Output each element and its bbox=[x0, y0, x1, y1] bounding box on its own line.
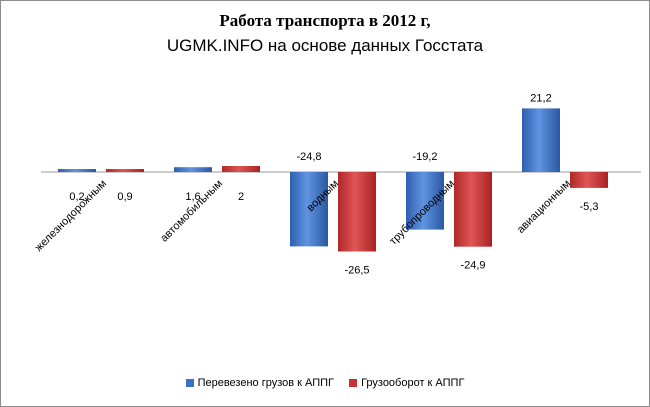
bar-series2-автомобильным bbox=[222, 166, 260, 172]
data-label-series2-трубопроводным: -24,9 bbox=[460, 260, 485, 272]
legend-swatch-series-2 bbox=[349, 379, 358, 387]
data-label-series1-авиационным: 21,2 bbox=[530, 92, 551, 104]
data-label-series1-водным: -24,8 bbox=[296, 151, 321, 163]
chart-title: Работа транспорта в 2012 г, bbox=[219, 11, 431, 30]
bars-layer bbox=[58, 108, 608, 252]
category-label-железнодорожным: железнодорожным bbox=[33, 178, 109, 254]
bar-series2-водным bbox=[338, 172, 376, 252]
chart-subtitle: UGMK.INFO на основе данных Госстата bbox=[166, 36, 484, 55]
legend-label-series-2: Грузооборот к АППГ bbox=[361, 377, 465, 389]
data-label-series2-железнодорожным: 0,9 bbox=[117, 191, 132, 203]
data-label-series1-автомобильным: 1,6 bbox=[185, 191, 200, 203]
data-label-series2-автомобильным: 2 bbox=[238, 191, 244, 203]
legend-swatch-series-1 bbox=[185, 379, 194, 387]
data-label-series1-железнодорожным: 0,2 bbox=[69, 191, 84, 203]
bar-series1-водным bbox=[290, 172, 328, 247]
bar-series1-авиационным bbox=[522, 108, 560, 172]
legend-item-series-2: Грузооборот к АППГ bbox=[349, 377, 464, 389]
bar-series2-авиационным bbox=[570, 172, 608, 188]
bar-series2-железнодорожным bbox=[106, 169, 144, 172]
category-label-автомобильным: автомобильным bbox=[158, 178, 225, 245]
category-label-авиационным: авиационным bbox=[515, 178, 573, 236]
legend-item-series-1: Перевезено грузов к АППГ bbox=[185, 377, 334, 389]
bar-series1-железнодорожным bbox=[58, 169, 96, 172]
legend-label-series-1: Перевезено грузов к АППГ bbox=[197, 377, 334, 389]
bar-series1-автомобильным bbox=[174, 167, 212, 172]
bar-series1-трубопроводным bbox=[406, 172, 444, 230]
legend: Перевезено грузов к АППГ Грузооборот к А… bbox=[1, 377, 649, 389]
data-label-series2-водным: -26,5 bbox=[344, 265, 369, 277]
data-label-series2-авиационным: -5,3 bbox=[580, 201, 599, 213]
data-label-series1-трубопроводным: -19,2 bbox=[412, 151, 437, 163]
bar-series2-трубопроводным bbox=[454, 172, 492, 247]
